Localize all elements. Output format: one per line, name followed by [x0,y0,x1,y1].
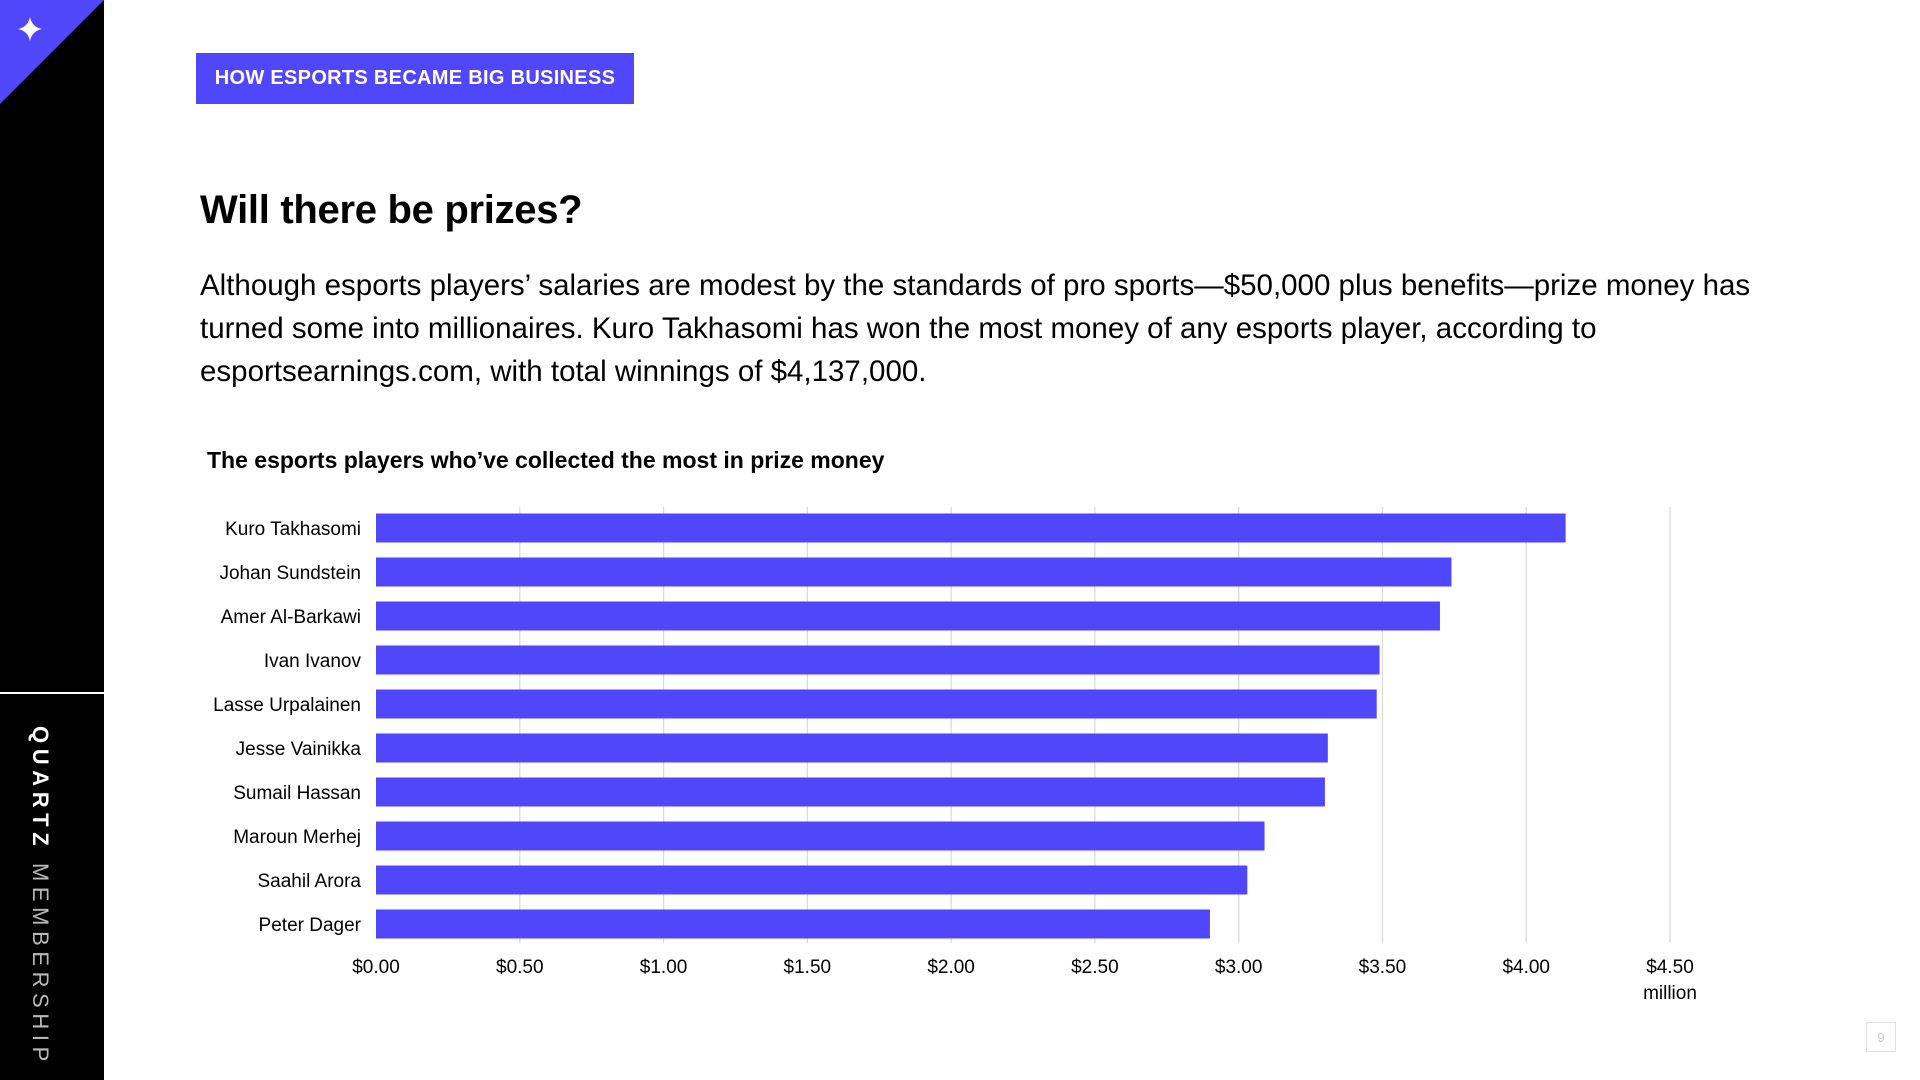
category-label: Maroun Merhej [233,827,361,848]
x-tick-label: $1.50 [784,957,832,978]
x-tick-label: $2.50 [1071,957,1119,978]
category-label: Jesse Vainikka [236,739,362,760]
x-tick-label: $0.00 [352,957,400,978]
corner-badge [0,0,104,104]
x-tick-label: $0.50 [496,957,544,978]
category-label: Ivan Ivanov [264,651,362,672]
bar [376,821,1265,851]
category-label: Kuro Takhasomi [225,519,361,540]
bar [376,909,1210,939]
x-tick-label: $4.00 [1502,957,1550,978]
bar [376,777,1325,807]
page-number: 9 [1866,1022,1896,1052]
category-label: Lasse Urpalainen [213,695,361,716]
x-tick-label: $3.50 [1359,957,1407,978]
brand-name: QUARTZ [28,726,53,852]
intro-paragraph: Although esports players’ salaries are m… [200,269,1751,388]
category-label: Sumail Hassan [233,783,361,804]
page-title: Will there be prizes? [200,188,583,232]
category-label: Johan Sundstein [219,563,361,584]
category-label: Amer Al-Barkawi [221,607,361,628]
sparkle-icon [18,17,42,41]
x-tick-label: $2.00 [927,957,975,978]
x-tick-label: $3.00 [1215,957,1263,978]
x-tick-label: $1.00 [640,957,688,978]
sidebar-divider [0,692,104,694]
bar [376,733,1328,763]
bar [376,645,1380,675]
bar [376,601,1440,631]
bar [376,865,1248,895]
vertical-brand-label: QUARTZ MEMBERSHIP [28,726,53,1067]
chart-title: The esports players who’ve collected the… [207,447,885,473]
chart-category-labels: Kuro Takhasomi Johan Sundstein Amer Al-Bar… [213,519,362,936]
bar [376,513,1566,543]
category-label: Peter Dager [259,915,362,936]
corner-triangle [0,0,104,104]
category-label: Saahil Arora [257,871,361,892]
chart-x-axis: $0.00 $0.50 $1.00 $1.50 $2.00 $2.50 $3.00 $3.50… [352,957,1697,1004]
section-tag: HOW ESPORTS BECAME BIG BUSINESS [196,53,634,104]
x-axis-unit: million [1643,983,1697,1004]
sidebar: QUARTZ MEMBERSHIP [0,0,104,1080]
x-tick-label: $4.50 [1646,957,1694,978]
bar [376,557,1452,587]
chart-bars [376,513,1566,939]
brand-subtitle: MEMBERSHIP [28,862,53,1067]
bar-chart: Kuro Takhasomi Johan Sundstein Amer Al-Bar… [213,507,1697,1004]
bar [376,689,1377,719]
